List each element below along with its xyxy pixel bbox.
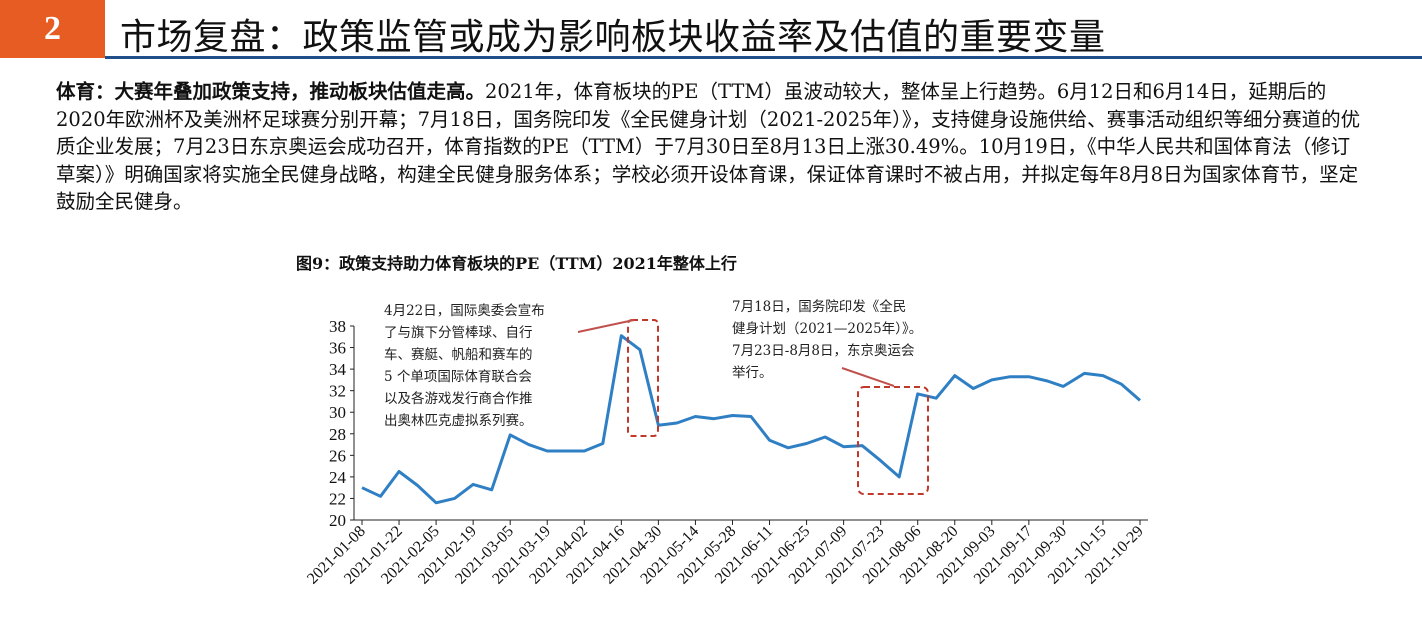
y-tick-label: 30 bbox=[329, 403, 346, 422]
callout-line-july bbox=[841, 367, 895, 387]
y-tick-label: 36 bbox=[329, 339, 346, 358]
paragraph-body: 2021年，体育板块的PE（TTM）虽波动较大，整体呈上行趋势。6月12日和6月… bbox=[56, 80, 1361, 213]
body-paragraph: 体育：大赛年叠加政策支持，推动板块估值走高。2021年，体育板块的PE（TTM）… bbox=[56, 78, 1366, 216]
page-title: 市场复盘：政策监管或成为影响板块收益率及估值的重要变量 bbox=[120, 17, 1106, 58]
y-tick-label: 34 bbox=[329, 360, 347, 379]
annotation-april: 4月22日，国际奥委会宣布 了与旗下分管棒球、自行 车、赛艇、帆船和赛车的 5 … bbox=[384, 303, 545, 429]
callout-line-april bbox=[577, 319, 635, 333]
figure-title: 图9：政策支持助力体育板块的PE（TTM）2021年整体上行 bbox=[296, 254, 737, 273]
y-tick-label: 20 bbox=[329, 511, 346, 530]
y-tick-label: 32 bbox=[329, 382, 346, 401]
y-tick-label: 22 bbox=[329, 489, 346, 508]
highlight-box-april bbox=[627, 319, 659, 437]
y-tick-label: 24 bbox=[329, 468, 347, 487]
section-number-badge: 2 bbox=[0, 0, 105, 58]
section-number: 2 bbox=[44, 10, 61, 47]
y-tick-label: 28 bbox=[329, 425, 346, 444]
pe-series-line bbox=[361, 334, 1141, 505]
annotation-july: 7月18日，国务院印发《全民 健身计划（2021—2025年）》。 7月23日-… bbox=[732, 299, 923, 381]
header-divider bbox=[105, 56, 1422, 59]
y-tick-label: 38 bbox=[329, 317, 346, 336]
y-tick-label: 26 bbox=[329, 446, 346, 465]
paragraph-lead: 体育：大赛年叠加政策支持，推动板块估值走高。 bbox=[56, 80, 486, 103]
highlight-box-july bbox=[857, 386, 929, 495]
